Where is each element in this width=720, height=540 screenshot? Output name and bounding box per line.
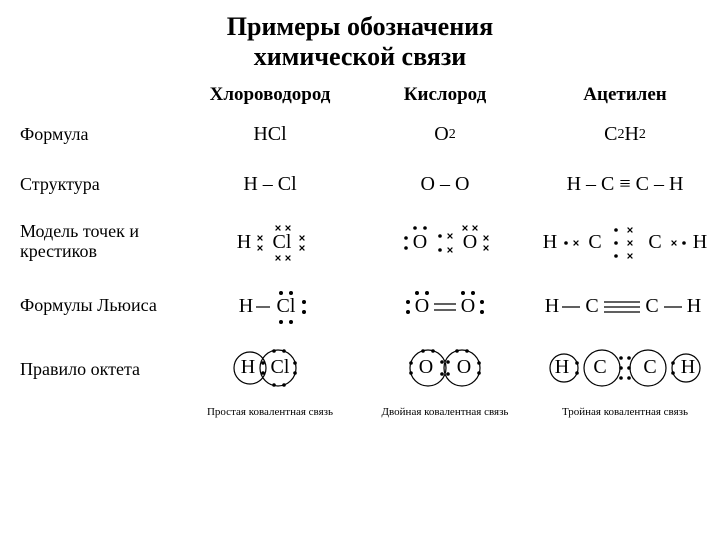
svg-text:C: C (585, 295, 598, 317)
svg-text:H: H (681, 356, 695, 378)
dotcross-c2h2: H C C H (530, 214, 720, 270)
structure-hcl: H – Cl (180, 164, 360, 206)
octet-o2: O O (360, 342, 530, 398)
lewis-o2: O O (360, 278, 530, 334)
col-header-o2: Кислород (360, 84, 530, 106)
svg-text:C: C (593, 356, 606, 378)
svg-text:O: O (419, 356, 433, 378)
formula-o2: O2 (360, 114, 530, 156)
svg-text:O: O (413, 231, 427, 253)
lewis-hcl: H Cl (180, 278, 360, 334)
svg-text:O: O (463, 231, 477, 253)
svg-text:Cl: Cl (271, 356, 290, 378)
main-table: Хлороводород Кислород Ацетилен Формула H… (20, 84, 700, 418)
title-line-1: Примеры обозначения (227, 12, 493, 41)
row-lewis: Формулы Льюиса (20, 295, 180, 316)
svg-text:H: H (241, 356, 255, 378)
row-octet: Правило октета (20, 359, 180, 380)
svg-text:O: O (461, 295, 475, 317)
svg-text:Cl: Cl (273, 231, 292, 253)
title-line-2: химической связи (254, 42, 467, 71)
page-title: Примеры обозначения химической связи (20, 12, 700, 72)
svg-text:H: H (237, 231, 251, 253)
svg-text:C: C (648, 231, 661, 253)
svg-text:H: H (693, 231, 707, 253)
svg-text:C: C (588, 231, 601, 253)
caption-o2: Двойная ковалентная связь (360, 406, 530, 418)
svg-text:C: C (645, 295, 658, 317)
svg-text:H: H (239, 295, 253, 317)
structure-o2: O – O (360, 164, 530, 206)
structure-c2h2: H – C ≡ C – H (530, 164, 720, 206)
formula-c2h2: C2H2 (530, 114, 720, 156)
svg-text:Cl: Cl (277, 295, 296, 317)
svg-text:C: C (643, 356, 656, 378)
col-header-c2h2: Ацетилен (530, 84, 720, 106)
dotcross-hcl: H Cl (180, 214, 360, 270)
row-dotcross: Модель точек и крестиков (20, 222, 180, 262)
octet-c2h2: H C C H (530, 342, 720, 398)
lewis-c2h2: H C C H (530, 278, 720, 334)
col-header-hcl: Хлороводород (180, 84, 360, 106)
svg-text:O: O (415, 295, 429, 317)
dotcross-o2: O O (360, 214, 530, 270)
formula-hcl: HCl (180, 114, 360, 156)
octet-hcl: H Cl (180, 342, 360, 398)
caption-c2h2: Тройная ковалентная связь (530, 406, 720, 418)
row-structure: Структура (20, 174, 180, 195)
svg-text:H: H (555, 356, 569, 378)
svg-text:H: H (543, 231, 557, 253)
svg-text:O: O (457, 356, 471, 378)
svg-text:H: H (687, 295, 701, 317)
caption-hcl: Простая ковалентная связь (180, 406, 360, 418)
svg-text:H: H (545, 295, 559, 317)
row-formula: Формула (20, 124, 180, 145)
